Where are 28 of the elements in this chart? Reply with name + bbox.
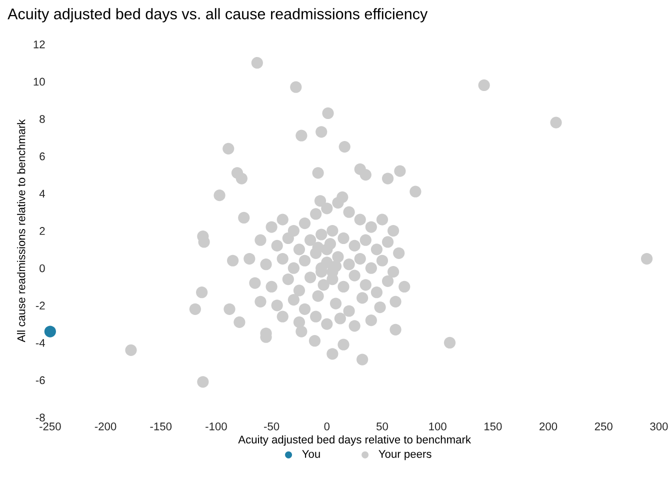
y-tick-label: 0	[40, 264, 45, 272]
y-tick-label: 10	[34, 78, 45, 86]
legend-label: Your peers	[378, 450, 432, 460]
x-tick-label: -50	[264, 422, 280, 430]
x-tick-label: -200	[94, 422, 116, 430]
y-tick-label: 4	[39, 190, 45, 198]
y-tick-label: -8	[36, 414, 45, 422]
y-tick-label: -4	[36, 339, 45, 347]
y-tick-label: 6	[40, 152, 45, 160]
y-tick-label: -6	[36, 376, 45, 384]
x-tick-label: 300	[650, 422, 668, 430]
x-axis-title: Acuity adjusted bed days relative to benchmark	[238, 435, 472, 446]
y-axis-title: All cause readmissions relative to benchmark	[17, 119, 26, 342]
y-tick-label: 2	[40, 227, 45, 235]
x-tick-label: 0	[324, 422, 330, 430]
chart-title: Acuity adjusted bed days vs. all cause readmissions efficiency	[8, 8, 428, 22]
x-tick-label: 100	[429, 422, 446, 430]
x-tick-label: 150	[484, 422, 502, 430]
x-tick-label: -100	[206, 422, 227, 430]
y-tick-label: 8	[40, 115, 45, 123]
legend-label: You	[302, 450, 320, 458]
x-tick-label: 250	[594, 422, 612, 430]
x-tick-label: -250	[40, 422, 61, 430]
x-tick-label: 200	[540, 422, 558, 430]
y-tick-label: 12	[34, 40, 45, 48]
x-tick-label: -150	[150, 422, 172, 430]
x-tick-label: 50	[376, 422, 388, 430]
y-tick-label: -2	[36, 302, 45, 310]
